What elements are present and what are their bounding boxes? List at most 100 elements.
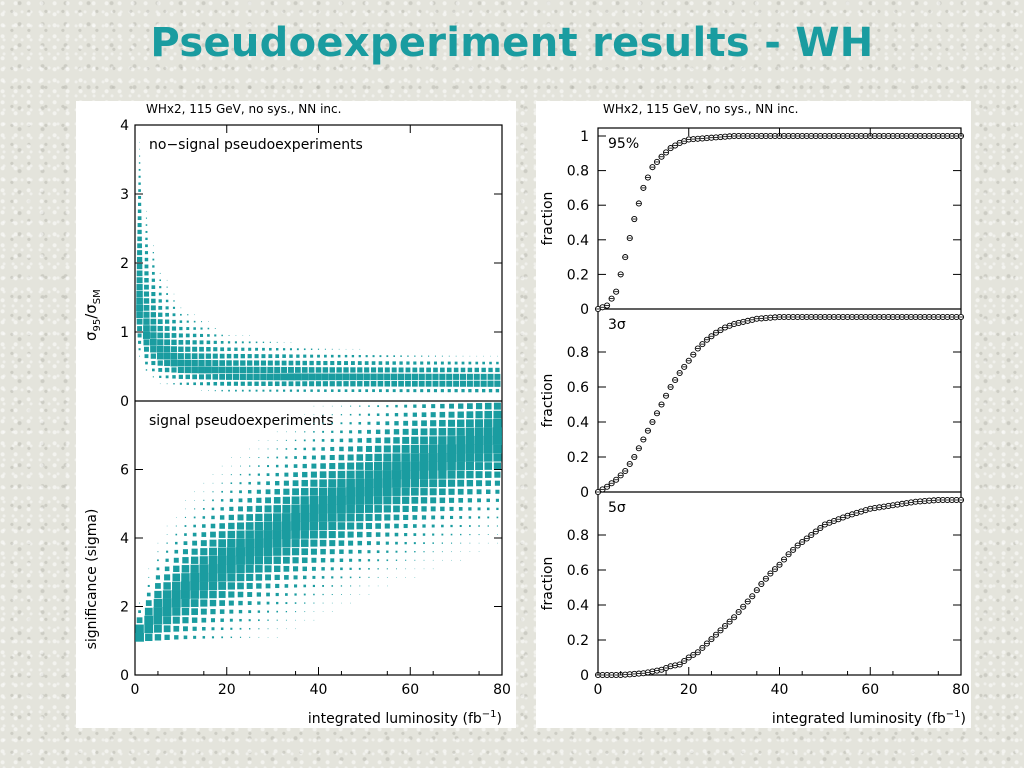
heatmap-cell	[367, 559, 371, 562]
heatmap-cell	[475, 388, 479, 393]
heatmap-cell	[432, 373, 439, 380]
heatmap-cell	[317, 354, 320, 358]
heatmap-cell	[495, 388, 500, 393]
heatmap-cell	[211, 636, 215, 639]
heatmap-cell	[164, 566, 170, 572]
heatmap-cell	[308, 373, 316, 381]
heatmap-cell	[282, 496, 290, 504]
heatmap-cell	[382, 470, 392, 480]
panel-label-2: 5σ	[608, 500, 626, 516]
heatmap-cell	[282, 547, 291, 556]
heatmap-cell	[294, 456, 297, 459]
signal-y-tick-label: 4	[120, 531, 129, 547]
heatmap-cell	[385, 541, 389, 545]
heatmap-cell	[178, 333, 183, 338]
heatmap-cell	[331, 405, 333, 407]
heatmap-cell	[177, 366, 184, 374]
heatmap-cell	[240, 353, 245, 359]
heatmap-cell	[291, 521, 301, 531]
heatmap-cell	[377, 380, 384, 387]
heatmap-cell	[136, 270, 143, 277]
heatmap-cell	[238, 609, 243, 614]
heatmap-cell	[219, 515, 225, 520]
heatmap-cell	[191, 359, 198, 367]
heatmap-cell	[220, 347, 225, 352]
heatmap-cell	[346, 495, 356, 505]
heatmap-cell	[212, 374, 219, 380]
left-chart-svg: WHx2, 115 GeV, no sys., NN inc. no−signa…	[82, 102, 511, 727]
heatmap-cell	[428, 453, 438, 462]
heatmap-cell	[394, 413, 399, 417]
heatmap-cell	[172, 375, 176, 379]
heatmap-cell	[358, 389, 362, 393]
heatmap-cell	[145, 230, 148, 233]
heatmap-cell	[496, 525, 498, 527]
heatmap-cell	[236, 547, 246, 557]
heatmap-cell	[150, 312, 157, 318]
left-chart-header: WHx2, 115 GeV, no sys., NN inc.	[146, 102, 341, 116]
heatmap-cell	[386, 550, 389, 553]
heatmap-cell	[411, 373, 418, 380]
heatmap-cell	[330, 354, 334, 358]
heatmap-cell	[228, 389, 230, 392]
heatmap-cell	[342, 373, 350, 381]
heatmap-cell	[281, 381, 287, 387]
heatmap-cell	[284, 584, 289, 588]
heatmap-cell	[276, 389, 279, 392]
heatmap-cell	[487, 373, 494, 380]
heatmap-cell	[230, 627, 233, 630]
heatmap-cell	[192, 340, 197, 345]
heatmap-cell	[441, 542, 444, 544]
heatmap-cell	[273, 373, 281, 381]
heatmap-cell	[465, 453, 475, 462]
heatmap-cell	[218, 591, 226, 598]
heatmap-cell	[181, 607, 190, 616]
heatmap-cell	[282, 556, 290, 564]
heatmap-cell	[263, 521, 273, 531]
heatmap-cell	[191, 548, 198, 555]
heatmap-cell	[392, 487, 401, 496]
heatmap-cell	[462, 355, 464, 357]
heatmap-cell	[322, 422, 324, 424]
heatmap-cell	[155, 575, 161, 580]
heatmap-cell	[374, 514, 382, 521]
heatmap-cell	[192, 540, 198, 546]
heatmap-cell	[422, 524, 426, 528]
heatmap-cell	[438, 479, 447, 487]
heatmap-cell	[300, 539, 309, 547]
heatmap-cell	[311, 557, 317, 563]
heatmap-cell	[469, 525, 471, 527]
heatmap-cell	[304, 611, 306, 613]
heatmap-cell	[166, 383, 168, 385]
heatmap-cell	[201, 321, 203, 323]
heatmap-cell	[358, 413, 361, 416]
heatmap-cell	[370, 381, 377, 387]
heatmap-cell	[153, 245, 154, 247]
heatmap-cell	[202, 626, 206, 631]
heatmap-cell	[240, 457, 241, 458]
heatmap-cell	[322, 373, 329, 381]
heatmap-cell	[383, 461, 392, 471]
heatmap-cell	[263, 530, 273, 540]
heatmap-cell	[148, 568, 150, 570]
right-chart-panel: WHx2, 115 GeV, no sys., NN inc. integrat…	[536, 101, 971, 728]
heatmap-cell	[218, 531, 226, 538]
heatmap-cell	[201, 390, 202, 391]
heatmap-cell	[348, 540, 354, 546]
heatmap-cell	[281, 360, 287, 366]
heatmap-cell	[321, 439, 325, 442]
heatmap-cell	[476, 480, 483, 487]
heatmap-cell	[221, 334, 223, 337]
heatmap-cell	[458, 403, 464, 409]
heatmap-cell	[162, 598, 172, 608]
heatmap-cell	[294, 584, 298, 588]
heatmap-cell	[199, 590, 208, 599]
heatmap-cell	[227, 341, 231, 344]
heatmap-cell	[136, 297, 143, 305]
heatmap-cell	[401, 478, 411, 488]
heatmap-cell	[191, 353, 198, 360]
heatmap-cell	[484, 462, 493, 470]
heatmap-cell	[376, 421, 380, 425]
heatmap-cell	[139, 355, 141, 357]
heatmap-cell	[434, 355, 437, 357]
